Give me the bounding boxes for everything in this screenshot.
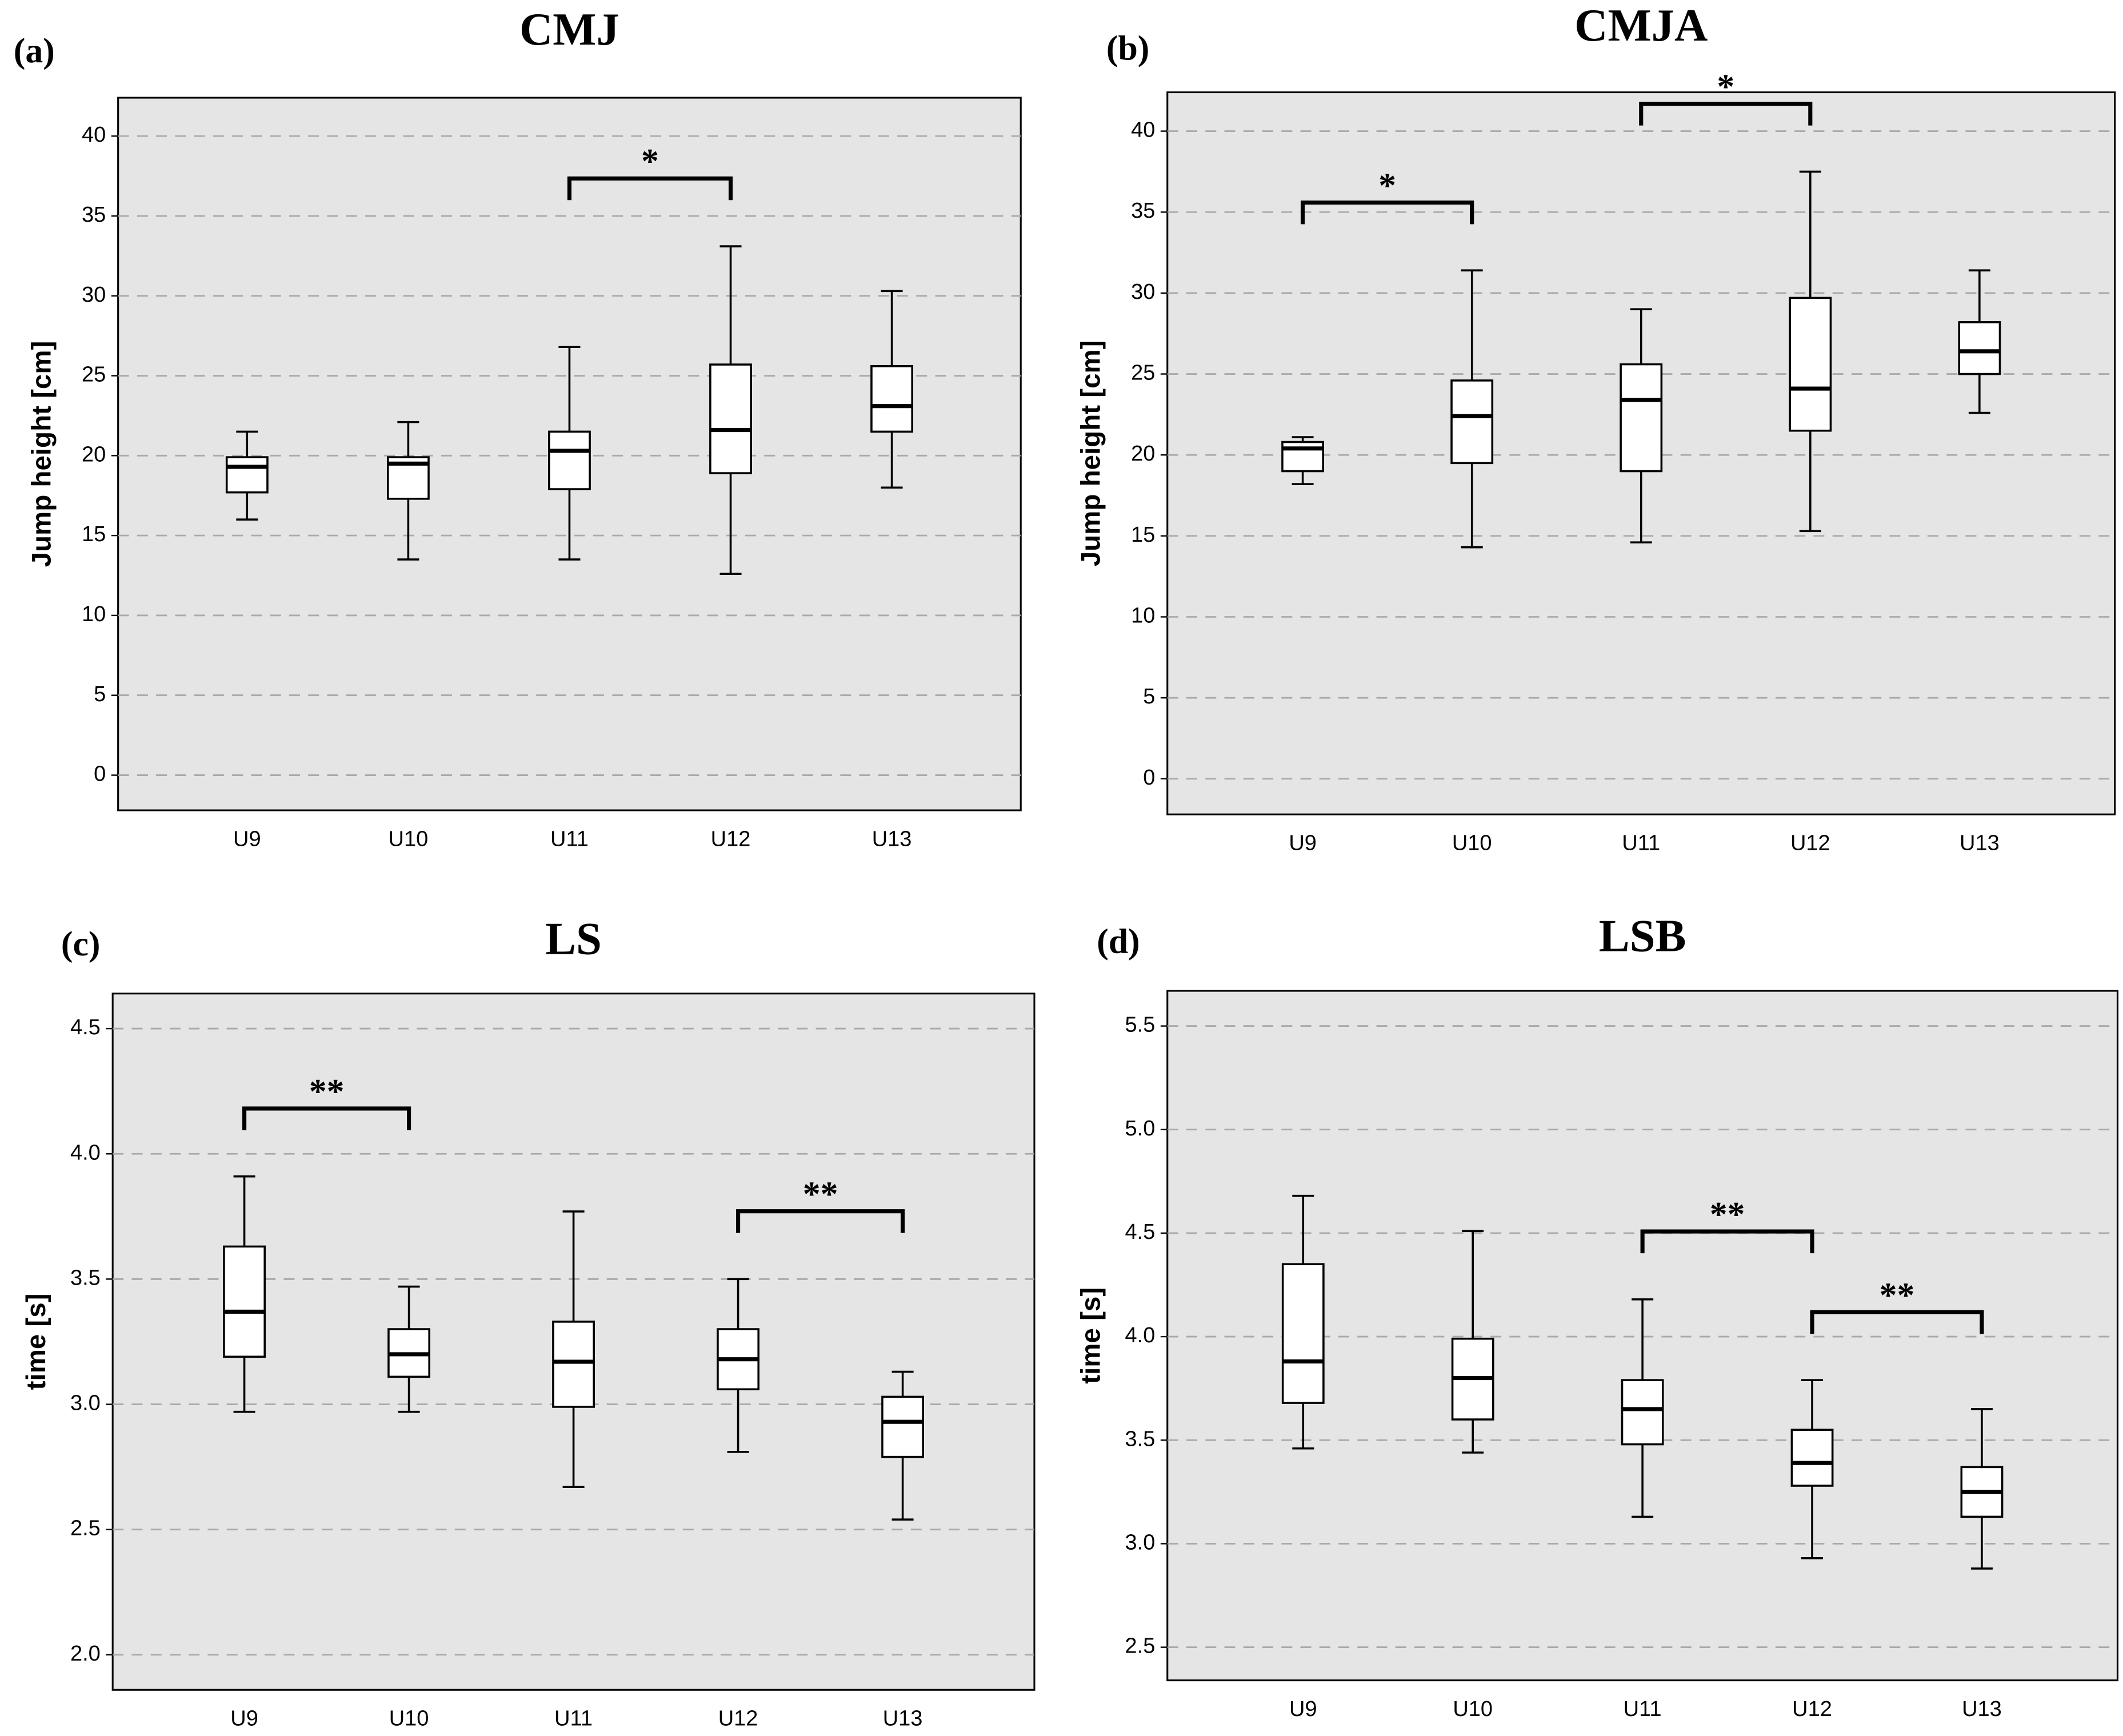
x-tick-label: U12 [711, 827, 751, 851]
panel-label: (c) [61, 925, 101, 963]
y-tick-label: 40 [82, 123, 106, 147]
x-tick-label: U10 [1452, 831, 1492, 855]
significance-label: * [641, 142, 659, 181]
box [1620, 363, 1663, 473]
x-tick-label: U9 [233, 827, 261, 851]
y-tick-label: 25 [1131, 361, 1155, 385]
y-tick-label: 3.5 [1125, 1427, 1156, 1451]
y-tick-label: 5.0 [1125, 1117, 1156, 1141]
y-tick-label: 25 [82, 363, 106, 387]
x-tick-label: U13 [883, 1707, 923, 1731]
y-tick-label: 15 [82, 522, 106, 546]
y-tick-label: 2.5 [1125, 1634, 1156, 1658]
significance-bracket [1301, 200, 1474, 225]
y-tick-label: 4.5 [1125, 1220, 1156, 1244]
box [1958, 321, 2001, 375]
y-tick-label: 30 [1131, 280, 1155, 304]
box [1790, 1429, 1834, 1487]
y-tick-label: 4.0 [70, 1141, 101, 1165]
y-tick-label: 3.0 [1125, 1530, 1156, 1554]
box [225, 456, 269, 494]
significance-label: ** [1880, 1276, 1915, 1315]
y-tick-label: 10 [1131, 604, 1155, 628]
box [1789, 297, 1832, 432]
x-tick-label: U10 [389, 827, 429, 851]
box [870, 365, 913, 433]
x-tick-label: U12 [1790, 831, 1830, 855]
x-tick-label: U10 [389, 1707, 429, 1731]
significance-label: ** [803, 1175, 838, 1214]
chart-title: LSB [1599, 911, 1686, 962]
y-tick-label: 5.5 [1125, 1013, 1156, 1037]
y-axis-label: Jump height [cm] [1076, 340, 1106, 566]
y-tick-label: 35 [82, 203, 106, 227]
y-axis-label: Jump height [cm] [27, 341, 57, 567]
x-tick-label: U9 [1289, 831, 1317, 855]
significance-label: ** [1710, 1195, 1745, 1234]
significance-bracket [1810, 1310, 1984, 1334]
y-tick-label: 0 [1143, 766, 1155, 790]
x-tick-label: U9 [230, 1707, 258, 1731]
significance-bracket [736, 1209, 905, 1233]
box [1281, 1263, 1325, 1404]
box [1450, 379, 1494, 465]
y-tick-label: 20 [82, 442, 106, 466]
box [1621, 1379, 1664, 1446]
x-tick-label: U12 [718, 1707, 758, 1731]
y-tick-label: 20 [1131, 442, 1155, 466]
x-tick-label: U13 [1960, 831, 2000, 855]
y-tick-label: 0 [94, 762, 106, 786]
box [881, 1395, 925, 1458]
x-tick-label: U10 [1453, 1697, 1493, 1721]
y-tick-label: 10 [82, 602, 106, 626]
y-tick-label: 30 [82, 283, 106, 307]
x-tick-label: U11 [550, 827, 589, 851]
significance-bracket [242, 1106, 411, 1130]
box [1281, 441, 1325, 473]
x-tick-label: U11 [1622, 831, 1660, 855]
chart-title: CMJA [1574, 0, 1708, 51]
y-tick-label: 2.5 [70, 1517, 101, 1541]
y-tick-label: 4.5 [70, 1015, 101, 1039]
box [552, 1321, 595, 1408]
x-tick-label: U11 [1624, 1697, 1662, 1721]
box [548, 430, 591, 490]
y-tick-label: 3.0 [70, 1391, 101, 1415]
chart-title: LS [545, 913, 602, 964]
x-tick-label: U13 [1962, 1697, 2002, 1721]
y-axis-label: time [s] [1076, 1287, 1106, 1384]
x-tick-label: U9 [1289, 1697, 1317, 1721]
panel-label: (d) [1097, 922, 1140, 961]
significance-label: * [1717, 67, 1734, 106]
y-tick-label: 2.0 [70, 1642, 101, 1666]
box [709, 363, 752, 474]
y-tick-label: 35 [1131, 199, 1155, 223]
x-tick-label: U11 [554, 1707, 593, 1731]
y-tick-label: 5 [1143, 685, 1155, 709]
y-tick-label: 40 [1131, 118, 1155, 142]
x-tick-label: U12 [1792, 1697, 1832, 1721]
panel-label: (a) [14, 31, 55, 70]
x-tick-label: U13 [872, 827, 912, 851]
y-tick-label: 5 [94, 682, 106, 706]
chart-title: CMJ [519, 4, 619, 55]
y-tick-label: 4.0 [1125, 1323, 1156, 1347]
panel-label: (b) [1106, 29, 1149, 67]
significance-label: ** [309, 1072, 345, 1111]
box [223, 1245, 266, 1358]
y-tick-label: 3.5 [70, 1266, 101, 1290]
y-tick-label: 15 [1131, 523, 1155, 547]
y-axis-label: time [s] [21, 1294, 51, 1390]
significance-bracket [1640, 1229, 1814, 1254]
significance-bracket [567, 176, 733, 201]
significance-bracket [1639, 102, 1813, 126]
significance-label: * [1378, 166, 1396, 205]
